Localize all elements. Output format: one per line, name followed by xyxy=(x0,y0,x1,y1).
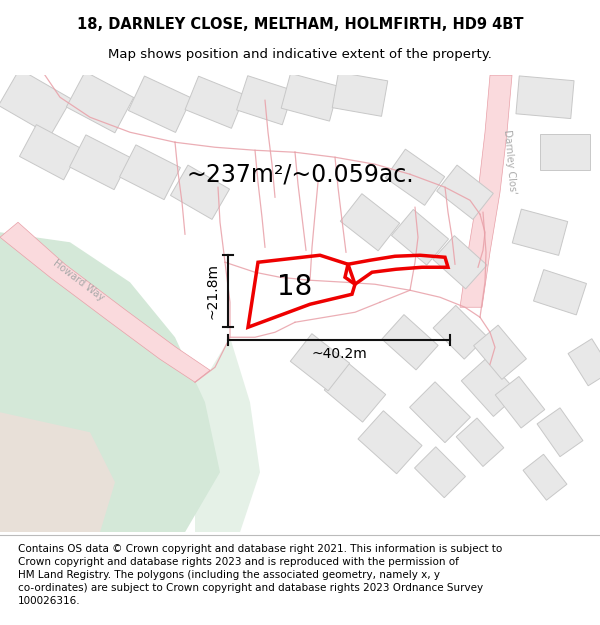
Polygon shape xyxy=(185,76,245,128)
Polygon shape xyxy=(332,72,388,116)
Polygon shape xyxy=(67,72,134,133)
Polygon shape xyxy=(495,376,545,428)
Polygon shape xyxy=(19,124,80,180)
Polygon shape xyxy=(461,358,518,416)
Polygon shape xyxy=(195,338,260,532)
Polygon shape xyxy=(358,411,422,474)
Polygon shape xyxy=(290,334,350,391)
Polygon shape xyxy=(340,194,400,251)
Polygon shape xyxy=(537,408,583,457)
Polygon shape xyxy=(437,165,493,219)
Polygon shape xyxy=(119,145,181,199)
Polygon shape xyxy=(433,236,487,289)
Polygon shape xyxy=(516,76,574,119)
Polygon shape xyxy=(533,269,586,315)
Polygon shape xyxy=(415,447,466,498)
Polygon shape xyxy=(170,165,230,219)
Text: ~237m²/~0.059ac.: ~237m²/~0.059ac. xyxy=(186,162,414,186)
Text: Howard Way: Howard Way xyxy=(50,258,106,302)
Polygon shape xyxy=(0,222,210,382)
Text: ~40.2m: ~40.2m xyxy=(311,348,367,361)
Polygon shape xyxy=(382,314,438,370)
Polygon shape xyxy=(128,76,191,132)
Text: Contains OS data © Crown copyright and database right 2021. This information is : Contains OS data © Crown copyright and d… xyxy=(18,544,502,606)
Polygon shape xyxy=(0,232,220,532)
Polygon shape xyxy=(0,69,71,136)
Polygon shape xyxy=(385,149,445,206)
Text: 18: 18 xyxy=(277,273,313,301)
Polygon shape xyxy=(460,75,512,308)
Polygon shape xyxy=(391,209,449,265)
Polygon shape xyxy=(70,135,130,189)
Polygon shape xyxy=(512,209,568,256)
Polygon shape xyxy=(410,382,470,442)
Polygon shape xyxy=(324,362,386,422)
Polygon shape xyxy=(568,339,600,386)
Polygon shape xyxy=(433,306,487,359)
Text: 18, DARNLEY CLOSE, MELTHAM, HOLMFIRTH, HD9 4BT: 18, DARNLEY CLOSE, MELTHAM, HOLMFIRTH, H… xyxy=(77,17,523,32)
Text: Map shows position and indicative extent of the property.: Map shows position and indicative extent… xyxy=(108,48,492,61)
Polygon shape xyxy=(456,418,504,466)
Text: Darnley Clos‘: Darnley Clos‘ xyxy=(502,129,518,195)
Polygon shape xyxy=(473,325,526,379)
Polygon shape xyxy=(0,412,115,532)
Polygon shape xyxy=(281,73,339,121)
Text: ~21.8m: ~21.8m xyxy=(205,263,219,319)
Polygon shape xyxy=(523,454,567,500)
Polygon shape xyxy=(540,134,590,170)
Polygon shape xyxy=(236,76,293,125)
